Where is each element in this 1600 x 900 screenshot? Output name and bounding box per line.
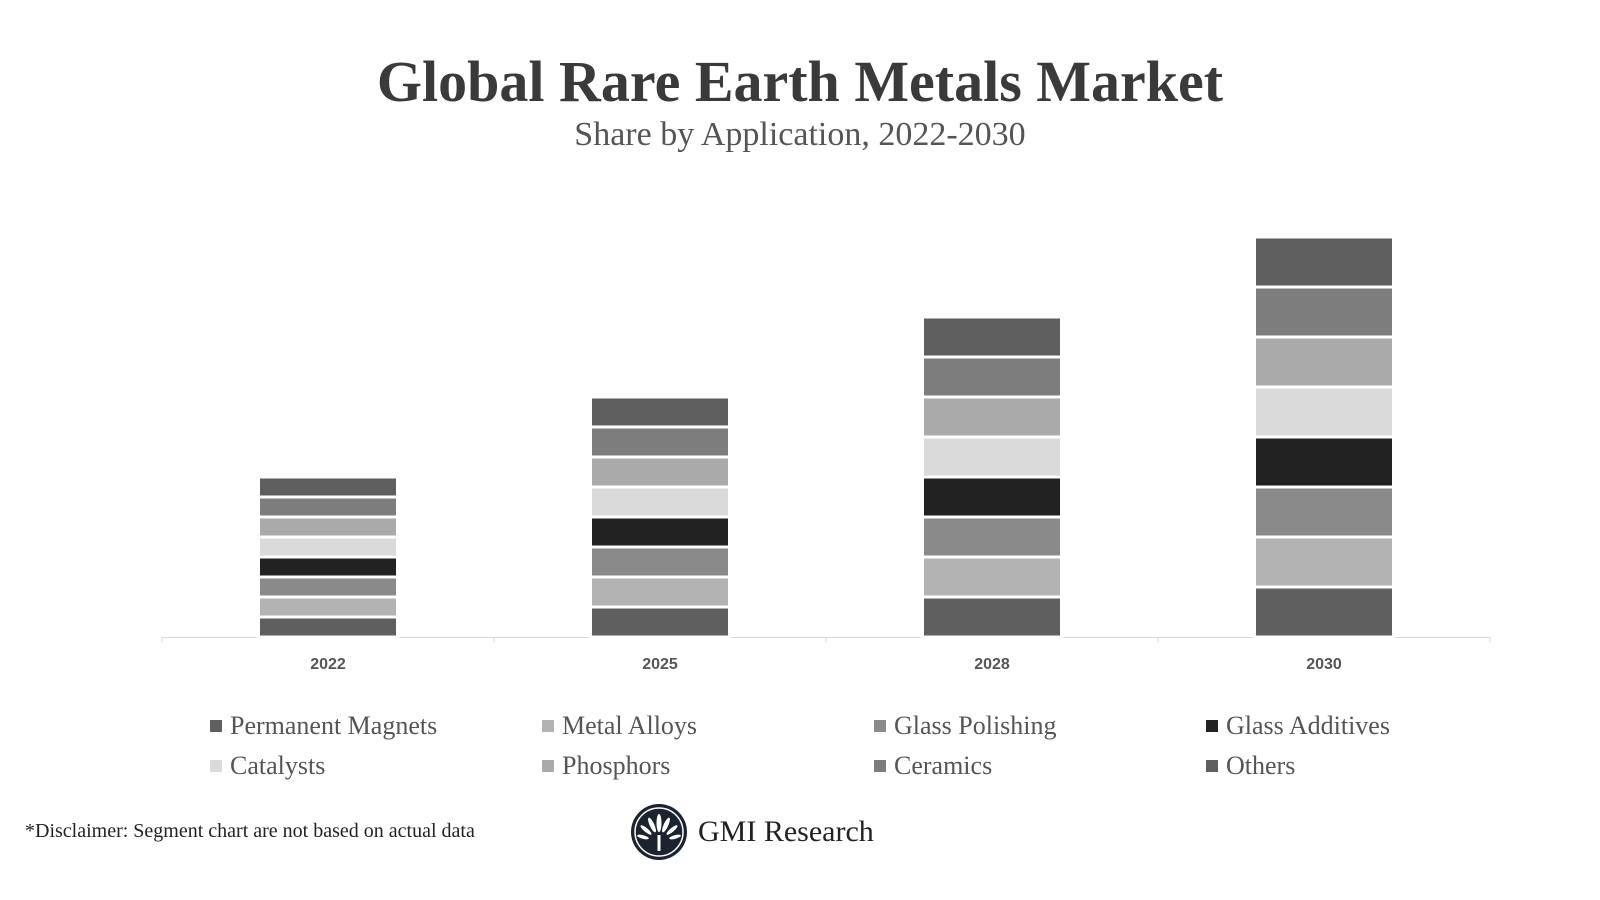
logo-text: GMI Research: [698, 815, 874, 848]
legend-item: Glass Additives: [1206, 711, 1538, 740]
bar-segment-metal-alloys: [921, 555, 1063, 599]
legend-item: Permanent Magnets: [210, 711, 542, 740]
bar-segment-glass-polishing: [1253, 485, 1395, 539]
legend-item: Phosphors: [542, 751, 874, 780]
stacked-bar-chart: 2022 2025 2028 2030: [161, 235, 1491, 673]
bar-segment-permanent-magnets: [1253, 585, 1395, 639]
bar-segment-catalysts: [589, 485, 731, 519]
legend-swatch: [1206, 760, 1218, 772]
x-tick-label: 2022: [310, 656, 346, 673]
legend-item: Metal Alloys: [542, 711, 874, 740]
legend-item: Ceramics: [874, 751, 1206, 780]
bar-segment-glass-additives: [257, 555, 399, 579]
bar-segment-phosphors: [1253, 335, 1395, 389]
legend-item: Others: [1206, 751, 1538, 780]
bar-segment-glass-polishing: [589, 545, 731, 579]
bar-segment-ceramics: [921, 355, 1063, 399]
bar-segment-others: [1253, 235, 1395, 289]
x-tick-label: 2030: [1306, 656, 1342, 673]
bar-segment-others: [921, 315, 1063, 359]
bar-segment-glass-additives: [589, 515, 731, 549]
chart-subtitle: Share by Application, 2022-2030: [574, 116, 1026, 153]
x-tick-label: 2028: [974, 656, 1010, 673]
legend-label: Metal Alloys: [562, 711, 698, 740]
bar-segment-metal-alloys: [257, 595, 399, 619]
legend: Permanent Magnets Metal Alloys Glass Polis…: [210, 711, 1550, 780]
x-tick-label: 2025: [642, 656, 678, 673]
bar-segment-ceramics: [257, 495, 399, 519]
legend-label: Catalysts: [230, 751, 326, 780]
gmi-logo-icon: [631, 804, 687, 860]
bar-segment-metal-alloys: [589, 575, 731, 609]
bar-segment-permanent-magnets: [589, 605, 731, 639]
legend-swatch: [210, 760, 222, 772]
legend-label: Phosphors: [562, 751, 671, 780]
bar-segment-permanent-magnets: [257, 615, 399, 639]
bar-segment-ceramics: [1253, 285, 1395, 339]
bar-segment-permanent-magnets: [921, 595, 1063, 639]
legend-item: Glass Polishing: [874, 711, 1206, 740]
legend-swatch: [542, 720, 554, 732]
legend-label: Ceramics: [894, 751, 993, 780]
disclaimer: *Disclaimer: Segment chart are not based…: [25, 820, 475, 842]
legend-swatch: [874, 720, 886, 732]
bar-segment-glass-additives: [1253, 435, 1395, 489]
bar-segment-glass-polishing: [921, 515, 1063, 559]
bar-segment-catalysts: [257, 535, 399, 559]
legend-swatch: [1206, 720, 1218, 732]
legend-label: Glass Polishing: [894, 711, 1057, 740]
chart-title: Global Rare Earth Metals Market: [376, 49, 1224, 114]
bar-segment-others: [257, 475, 399, 499]
gmi-logo: GMI Research: [630, 803, 874, 861]
bar-segment-others: [589, 395, 731, 429]
bar-segment-metal-alloys: [1253, 535, 1395, 589]
bar-segment-phosphors: [257, 515, 399, 539]
legend-swatch: [542, 760, 554, 772]
legend-swatch: [874, 760, 886, 772]
legend-item: Catalysts: [210, 751, 542, 780]
bar-segment-phosphors: [589, 455, 731, 489]
bar-segment-glass-polishing: [257, 575, 399, 599]
legend-label: Others: [1226, 751, 1296, 780]
legend-swatch: [210, 720, 222, 732]
bar-segment-ceramics: [589, 425, 731, 459]
bar-segment-glass-additives: [921, 475, 1063, 519]
legend-label: Permanent Magnets: [230, 711, 438, 740]
bar-segment-phosphors: [921, 395, 1063, 439]
bar-segment-catalysts: [921, 435, 1063, 479]
bar-segment-catalysts: [1253, 385, 1395, 439]
legend-label: Glass Additives: [1226, 711, 1390, 740]
